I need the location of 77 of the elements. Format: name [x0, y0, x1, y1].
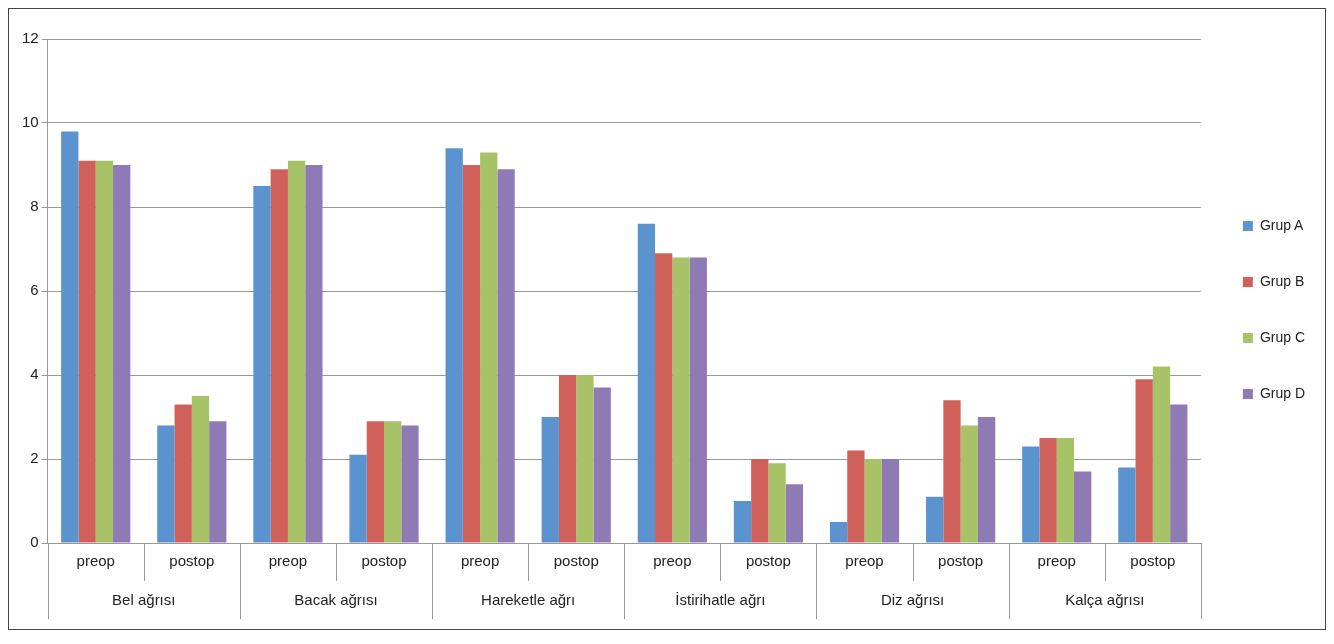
bar [253, 186, 271, 543]
bar [541, 417, 559, 543]
text: Bel ağrısı [112, 591, 176, 609]
bar [113, 165, 131, 543]
bar [689, 257, 707, 543]
bar [1135, 379, 1153, 543]
bar [209, 421, 227, 543]
x-tick-label: postop [553, 552, 599, 570]
bar [1056, 438, 1075, 543]
bar [95, 160, 114, 543]
legend-label: Grup C [1259, 328, 1305, 345]
x-tick-label: postop [745, 552, 791, 570]
bar [1074, 471, 1092, 543]
y-tick-label: 12 [22, 29, 39, 47]
bar [785, 484, 804, 543]
bar [445, 148, 463, 543]
bar [287, 160, 306, 543]
x-tick-label: preop [460, 552, 500, 570]
bar [751, 459, 769, 543]
bar [558, 375, 577, 543]
bar [366, 421, 385, 543]
x-tick-label: postop [361, 552, 407, 570]
bar [78, 160, 96, 543]
y-tick-label: 2 [30, 449, 39, 467]
x-tick-label: postop [169, 552, 215, 570]
text: İstirihatle ağrı [675, 591, 766, 609]
x-tick-label: preop [653, 552, 692, 570]
bar [655, 253, 673, 543]
bar [733, 501, 752, 543]
bar [305, 165, 323, 543]
bar [349, 454, 367, 543]
bar [1152, 366, 1171, 543]
bar [864, 459, 882, 543]
x-tick-label: postop [1130, 552, 1176, 570]
bar [593, 387, 611, 543]
bar [1039, 438, 1057, 543]
bar [384, 421, 402, 543]
bar [1170, 404, 1188, 543]
y-tick-label: 6 [30, 281, 39, 299]
bar [1022, 446, 1040, 543]
x-tick-label: preop [845, 552, 884, 570]
bar [462, 165, 481, 543]
bar [977, 417, 996, 543]
bar [768, 463, 786, 543]
bar [174, 404, 192, 543]
text: Kalça ağrısı [1065, 591, 1145, 609]
y-tick-label: 8 [30, 197, 39, 215]
bar [576, 375, 594, 543]
y-tick-label: 0 [30, 533, 39, 551]
x-tick-label: postop [938, 552, 984, 570]
bar [829, 522, 848, 543]
x-tick-label: preop [1037, 552, 1076, 570]
bar [881, 459, 900, 543]
legend-label: Grup B [1259, 272, 1305, 289]
bar [926, 496, 944, 543]
text: Diz ağrısı [880, 591, 945, 609]
bar [61, 131, 79, 543]
y-tick-label: 4 [30, 365, 39, 383]
bar [960, 425, 978, 543]
bar [672, 257, 690, 543]
bar [401, 425, 419, 543]
bar [480, 152, 498, 543]
text: Bacak ağrısı [294, 591, 378, 609]
bar [497, 169, 515, 543]
bar [637, 223, 656, 543]
bar [943, 400, 961, 543]
bar [270, 169, 288, 543]
x-tick-label: preop [268, 552, 308, 570]
legend-label: Grup D [1259, 384, 1305, 401]
bar [847, 450, 865, 543]
bar [191, 396, 210, 543]
text: Hareketle ağrı [481, 591, 576, 609]
legend-label: Grup A [1259, 216, 1305, 233]
x-tick-label: preop [76, 552, 115, 570]
bar [1118, 467, 1136, 543]
bar [157, 425, 175, 543]
y-tick-label: 10 [22, 113, 39, 131]
